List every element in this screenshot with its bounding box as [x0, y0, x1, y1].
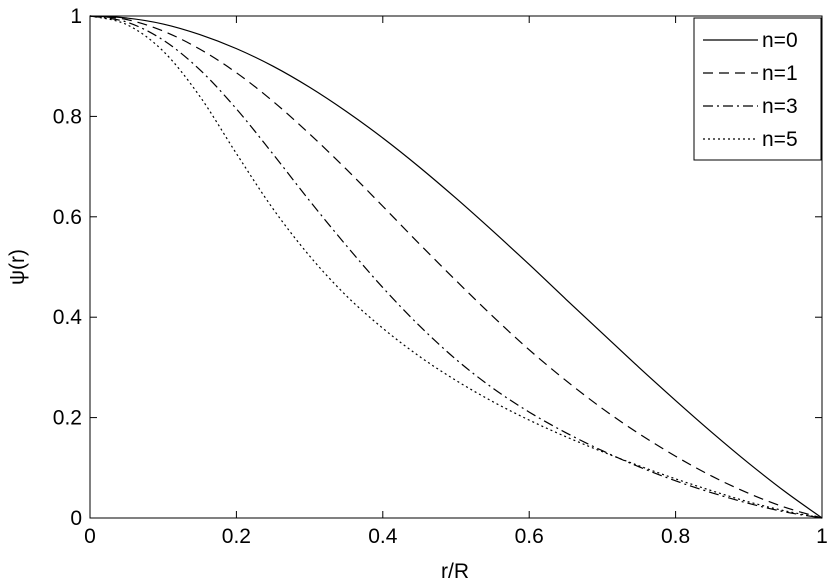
y-tick-label-4: 0.8 — [53, 105, 82, 128]
x-tick-label-5: 1 — [816, 525, 828, 548]
series-line-n-3 — [89, 15, 823, 519]
x-tick-label-0: 0 — [84, 525, 96, 548]
legend-box — [693, 17, 822, 161]
y-tick-label-1: 0.2 — [53, 407, 82, 430]
x-tick-label-3: 0.6 — [515, 525, 544, 548]
x-tick-label-1: 0.2 — [222, 525, 251, 548]
legend-label-n-1: n=1 — [762, 62, 798, 85]
series-lines — [89, 15, 823, 519]
y-tick-label-3: 0.6 — [53, 206, 82, 229]
y-axis-title: ψ(r) — [6, 249, 29, 285]
x-axis-title: r/R — [441, 560, 469, 583]
x-tick-label-4: 0.8 — [661, 525, 690, 548]
y-tick-label-2: 0.4 — [53, 306, 83, 329]
x-tick-label-2: 0.4 — [368, 525, 398, 548]
tick-labels: 0 0.2 0.4 0.6 0.8 1 0 0.2 0.4 0.6 0.8 1 — [53, 5, 828, 548]
legend-label-n-3: n=3 — [762, 95, 798, 118]
legend-label-n-5: n=5 — [762, 128, 798, 151]
y-tick-label-0: 0 — [70, 507, 82, 530]
series-line-n-5 — [89, 15, 823, 519]
y-tick-label-5: 1 — [70, 5, 82, 28]
series-line-n-1 — [89, 15, 823, 519]
legend-label-n-0: n=0 — [762, 29, 798, 52]
legend: n=0 n=1 n=3 n=5 — [693, 17, 822, 161]
series-line-n-0 — [89, 15, 823, 519]
